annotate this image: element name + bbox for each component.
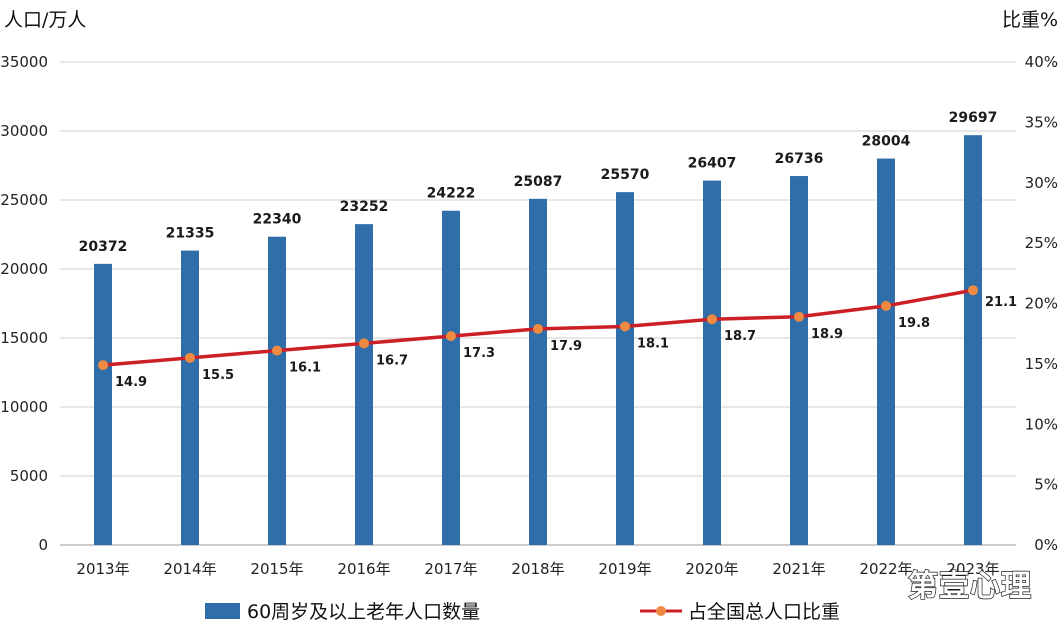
bar xyxy=(790,176,808,545)
line-point xyxy=(185,352,195,363)
line-point xyxy=(707,314,717,325)
line-value-label: 18.9 xyxy=(811,327,843,342)
bar-value-label: 26407 xyxy=(688,156,737,172)
bar-value-label: 29697 xyxy=(949,110,998,126)
bar xyxy=(877,158,895,545)
y2-tick-label: 25% xyxy=(1025,234,1058,252)
x-tick-label: 2019年 xyxy=(598,560,651,578)
line-point xyxy=(359,338,369,349)
x-tick-label: 2020年 xyxy=(685,560,738,578)
bar-value-label: 21335 xyxy=(166,226,215,242)
bar-value-label: 23252 xyxy=(340,199,389,215)
bar xyxy=(181,250,199,545)
legend-bar-label: 60周岁及以上老年人口数量 xyxy=(247,601,480,623)
line-value-label: 21.1 xyxy=(985,295,1017,310)
y-tick-label: 35000 xyxy=(0,53,48,71)
line-value-label: 17.9 xyxy=(550,339,582,354)
line-point xyxy=(533,323,543,334)
bar-value-label: 24222 xyxy=(427,186,476,202)
y-axis-ticks: 0 5000 10000 15000 20000 25000 30000 35000 xyxy=(0,53,48,554)
y-tick-label: 30000 xyxy=(0,122,48,140)
bar-value-label: 28004 xyxy=(862,134,911,150)
y-tick-label: 15000 xyxy=(0,329,48,347)
x-tick-label: 2022年 xyxy=(859,560,912,578)
y-tick-label: 20000 xyxy=(0,260,48,278)
line-value-label: 16.1 xyxy=(289,361,321,376)
line-value-label: 19.8 xyxy=(898,316,930,331)
y2-tick-label: 5% xyxy=(1034,476,1058,494)
line-value-label: 18.7 xyxy=(724,329,756,344)
bar xyxy=(94,263,112,545)
watermark: 第壹心理 xyxy=(908,569,1032,604)
y2-tick-label: 20% xyxy=(1025,295,1058,313)
line-point xyxy=(968,285,978,296)
legend-line-marker xyxy=(656,606,666,616)
bar xyxy=(268,236,286,545)
y2-tick-label: 35% xyxy=(1025,113,1058,131)
x-tick-label: 2016年 xyxy=(337,560,390,578)
bar-series: 20372 21335 22340 23252 24222 25087 25570 26407… xyxy=(79,110,998,546)
bar xyxy=(703,180,721,545)
line-point xyxy=(620,321,630,332)
bar xyxy=(355,224,373,545)
legend-line-label: 占全国总人口比重 xyxy=(688,601,840,623)
legend: 60周岁及以上老年人口数量 占全国总人口比重 xyxy=(205,601,840,623)
y-tick-label: 10000 xyxy=(0,398,48,416)
y-axis-title: 人口/万人 xyxy=(4,9,86,31)
y-tick-label: 5000 xyxy=(10,467,48,485)
bar-value-label: 25570 xyxy=(601,167,650,183)
line-point xyxy=(881,300,891,311)
line-value-label: 16.7 xyxy=(376,353,408,368)
x-tick-label: 2021年 xyxy=(772,560,825,578)
line-value-label: 15.5 xyxy=(202,368,234,383)
bar xyxy=(529,198,547,546)
bar-value-label: 26736 xyxy=(775,151,824,167)
legend-bar-swatch xyxy=(205,603,240,619)
bar-value-label: 20372 xyxy=(79,239,128,255)
x-tick-label: 2013年 xyxy=(76,560,129,578)
x-tick-label: 2023年 xyxy=(946,560,999,578)
line-point xyxy=(272,345,282,356)
bar xyxy=(442,210,460,546)
line-point xyxy=(794,311,804,322)
line-value-label: 18.1 xyxy=(637,336,669,351)
y2-tick-label: 30% xyxy=(1025,174,1058,192)
bar-value-label: 25087 xyxy=(514,174,563,190)
x-tick-label: 2015年 xyxy=(250,560,303,578)
line-value-label: 14.9 xyxy=(115,375,147,390)
y-tick-label: 0 xyxy=(38,536,48,554)
y2-tick-label: 40% xyxy=(1025,53,1058,71)
line-point xyxy=(446,331,456,342)
x-tick-label: 2018年 xyxy=(511,560,564,578)
line-point xyxy=(98,360,108,371)
line-series: 14.9 15.5 16.1 16.7 17.3 17.9 18.1 18.7 18.9 19.8… xyxy=(98,285,1017,390)
bar xyxy=(964,135,982,545)
y2-axis-title: 比重% xyxy=(1002,9,1058,31)
line-value-label: 17.3 xyxy=(463,346,495,361)
y2-tick-label: 10% xyxy=(1025,415,1058,433)
y2-tick-label: 15% xyxy=(1025,355,1058,373)
bar xyxy=(616,192,634,545)
bar-value-label: 22340 xyxy=(253,212,302,228)
y-tick-label: 25000 xyxy=(0,191,48,209)
x-tick-label: 2017年 xyxy=(424,560,477,578)
y2-axis-ticks: 0% 5% 10% 15% 20% 25% 30% 35% 40% xyxy=(1025,53,1058,554)
x-tick-label: 2014年 xyxy=(163,560,216,578)
x-axis-labels: 2013年 2014年 2015年 2016年 2017年 2018年 2019年 2020年… xyxy=(76,560,999,578)
y2-tick-label: 0% xyxy=(1034,536,1058,554)
